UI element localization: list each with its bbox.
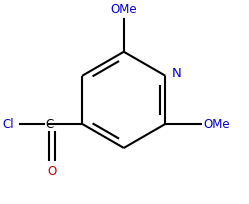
- Text: OMe: OMe: [111, 3, 137, 16]
- Text: C: C: [45, 118, 54, 131]
- Text: O: O: [47, 164, 57, 177]
- Text: N: N: [172, 67, 182, 79]
- Text: Cl: Cl: [3, 118, 14, 131]
- Text: OMe: OMe: [203, 118, 230, 131]
